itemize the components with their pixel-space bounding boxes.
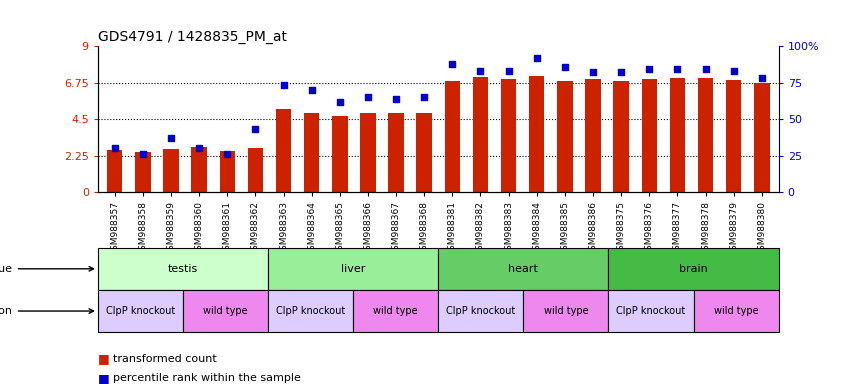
Point <box>220 151 234 157</box>
Bar <box>754 83 769 192</box>
Point <box>699 66 712 73</box>
Point <box>164 135 178 141</box>
Bar <box>614 81 629 192</box>
Text: testis: testis <box>168 264 198 274</box>
Text: liver: liver <box>341 264 365 274</box>
Point <box>108 145 122 151</box>
Bar <box>523 290 608 332</box>
Point <box>361 94 374 100</box>
Bar <box>107 150 123 192</box>
Text: wild type: wild type <box>374 306 418 316</box>
Bar <box>98 248 268 290</box>
Point <box>474 68 488 74</box>
Text: brain: brain <box>679 264 708 274</box>
Point <box>671 66 684 73</box>
Text: ClpP knockout: ClpP knockout <box>106 306 175 316</box>
Bar <box>501 79 517 192</box>
Text: wild type: wild type <box>714 306 758 316</box>
Bar <box>529 76 545 192</box>
Point <box>727 68 740 74</box>
Text: tissue: tissue <box>0 264 94 274</box>
Bar <box>438 290 523 332</box>
Text: ■: ■ <box>98 372 110 384</box>
Point <box>502 68 516 74</box>
Text: GDS4791 / 1428835_PM_at: GDS4791 / 1428835_PM_at <box>98 30 287 44</box>
Bar <box>248 148 263 192</box>
Bar <box>388 113 404 192</box>
Point <box>305 87 318 93</box>
Bar <box>276 109 291 192</box>
Bar <box>163 149 179 192</box>
Bar <box>268 248 438 290</box>
Point <box>643 66 656 73</box>
Bar <box>135 152 151 192</box>
Bar <box>698 78 713 192</box>
Bar <box>183 290 268 332</box>
Point <box>417 94 431 100</box>
Text: percentile rank within the sample: percentile rank within the sample <box>113 373 301 383</box>
Bar <box>220 151 235 192</box>
Text: wild type: wild type <box>203 306 248 316</box>
Point <box>586 69 600 75</box>
Bar <box>416 113 432 192</box>
Bar <box>585 79 601 192</box>
Bar <box>608 290 694 332</box>
Bar <box>726 80 741 192</box>
Bar <box>557 81 573 192</box>
Text: ClpP knockout: ClpP knockout <box>446 306 516 316</box>
Point <box>192 145 206 151</box>
Bar <box>304 113 319 192</box>
Text: genotype/variation: genotype/variation <box>0 306 94 316</box>
Text: wild type: wild type <box>544 306 588 316</box>
Text: ClpP knockout: ClpP knockout <box>616 306 686 316</box>
Bar <box>694 290 779 332</box>
Bar <box>642 79 657 192</box>
Bar <box>472 77 488 192</box>
Bar <box>332 116 347 192</box>
Bar <box>268 290 353 332</box>
Point <box>248 126 262 132</box>
Text: ClpP knockout: ClpP knockout <box>276 306 346 316</box>
Point <box>755 75 768 81</box>
Bar <box>98 290 183 332</box>
Point <box>277 83 290 89</box>
Bar <box>608 248 779 290</box>
Point <box>614 69 628 75</box>
Bar <box>444 81 460 192</box>
Bar <box>438 248 608 290</box>
Text: transformed count: transformed count <box>113 354 217 364</box>
Point <box>558 63 572 70</box>
Bar <box>353 290 438 332</box>
Bar <box>670 78 685 192</box>
Point <box>389 96 403 102</box>
Text: heart: heart <box>508 264 539 274</box>
Point <box>446 61 460 67</box>
Point <box>530 55 544 61</box>
Bar <box>360 113 375 192</box>
Bar <box>191 147 207 192</box>
Text: ■: ■ <box>98 353 110 366</box>
Point <box>333 98 346 104</box>
Point <box>136 151 150 157</box>
